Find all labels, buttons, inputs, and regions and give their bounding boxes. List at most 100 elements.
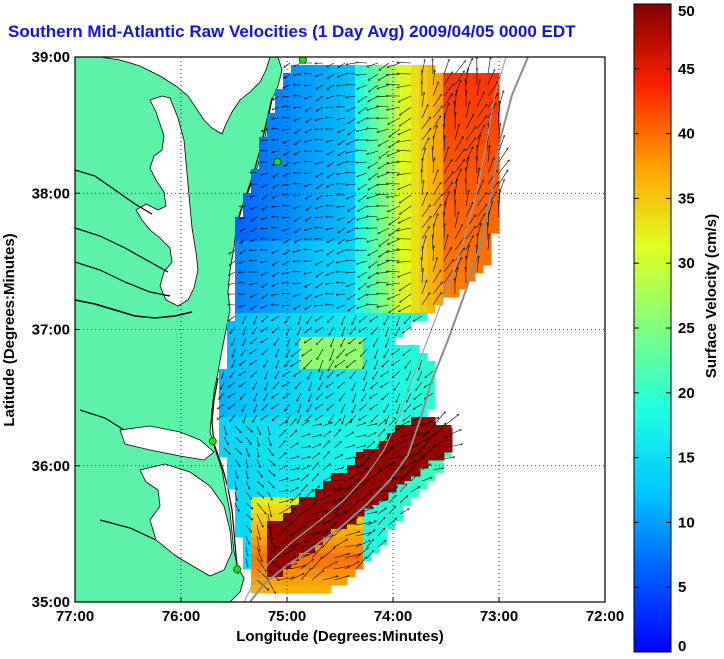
velocity-arrow bbox=[234, 502, 239, 511]
velocity-arrow bbox=[245, 458, 248, 468]
velocity-cell bbox=[243, 361, 252, 370]
velocity-arrow bbox=[261, 216, 269, 220]
velocity-cell bbox=[291, 161, 300, 170]
velocity-cell bbox=[291, 81, 300, 90]
velocity-cell bbox=[227, 393, 236, 402]
velocity-cell bbox=[459, 273, 468, 282]
velocity-arrow bbox=[369, 172, 379, 180]
velocity-cell bbox=[315, 417, 324, 426]
velocity-cell bbox=[347, 129, 356, 138]
velocity-cell bbox=[396, 476, 405, 485]
velocity-arrow bbox=[387, 106, 401, 110]
velocity-arrow bbox=[305, 414, 313, 421]
velocity-cell bbox=[363, 505, 372, 514]
velocity-arrow bbox=[276, 359, 280, 368]
velocity-arrow bbox=[305, 183, 313, 186]
velocity-arrow bbox=[220, 381, 225, 389]
velocity-arrow bbox=[361, 348, 368, 356]
velocity-arrow bbox=[289, 479, 299, 482]
velocity-cell bbox=[403, 217, 412, 226]
velocity-arrow bbox=[454, 267, 458, 284]
velocity-cell bbox=[403, 129, 412, 138]
velocity-cell bbox=[371, 169, 380, 178]
velocity-arrow bbox=[377, 84, 390, 89]
velocity-cell bbox=[347, 97, 356, 106]
velocity-cell bbox=[451, 177, 460, 186]
velocity-arrow bbox=[377, 282, 390, 283]
velocity-cell bbox=[347, 521, 356, 530]
velocity-cell bbox=[371, 385, 380, 394]
velocity-arrow bbox=[338, 227, 346, 233]
radar-site-marker bbox=[208, 437, 217, 446]
velocity-arrow bbox=[397, 315, 401, 326]
velocity-cell bbox=[331, 145, 340, 154]
velocity-cell bbox=[323, 401, 332, 410]
velocity-arrow bbox=[337, 348, 346, 358]
velocity-arrow bbox=[311, 529, 329, 537]
velocity-arrow bbox=[432, 412, 445, 427]
velocity-arrow bbox=[337, 216, 346, 220]
velocity-arrow bbox=[454, 257, 462, 273]
velocity-cell bbox=[379, 393, 388, 402]
velocity-arrow bbox=[315, 293, 324, 297]
velocity-cell bbox=[291, 345, 300, 354]
velocity-cell bbox=[299, 409, 308, 418]
velocity-arrow bbox=[333, 539, 348, 548]
velocity-cell bbox=[363, 241, 372, 250]
velocity-cell bbox=[259, 585, 268, 594]
velocity-cell bbox=[251, 417, 260, 426]
velocity-cell bbox=[411, 89, 420, 98]
velocity-arrow bbox=[254, 392, 258, 401]
velocity-cell bbox=[379, 513, 388, 522]
velocity-cell bbox=[347, 409, 356, 418]
velocity-cell bbox=[291, 273, 300, 282]
velocity-arrow bbox=[410, 423, 429, 427]
velocity-arrow bbox=[388, 205, 401, 212]
velocity-cell bbox=[331, 161, 340, 170]
velocity-cell bbox=[372, 476, 381, 485]
velocity-arrow bbox=[256, 535, 260, 551]
velocity-cell bbox=[443, 289, 452, 298]
velocity-cell bbox=[467, 177, 476, 186]
velocity-cell bbox=[235, 289, 244, 298]
velocity-arrow bbox=[239, 260, 247, 263]
velocity-arrow bbox=[234, 458, 240, 467]
velocity-cell bbox=[251, 545, 260, 554]
velocity-arrow bbox=[405, 359, 412, 368]
velocity-cell bbox=[347, 529, 356, 538]
velocity-arrow bbox=[355, 533, 371, 537]
velocity-cell bbox=[259, 577, 268, 586]
velocity-cell bbox=[419, 105, 428, 114]
velocity-cell bbox=[371, 137, 380, 146]
velocity-cell bbox=[259, 297, 268, 306]
velocity-cell bbox=[372, 460, 381, 469]
velocity-arrow bbox=[413, 315, 423, 321]
velocity-cell bbox=[243, 457, 252, 466]
velocity-cell bbox=[419, 161, 428, 170]
velocity-arrow bbox=[398, 95, 412, 102]
colorbar-tick-label: 45 bbox=[678, 61, 695, 78]
velocity-cell bbox=[435, 81, 444, 90]
velocity-cell bbox=[259, 265, 268, 274]
velocity-cell bbox=[371, 201, 380, 210]
velocity-cell bbox=[259, 417, 268, 426]
velocity-arrow bbox=[370, 403, 379, 409]
velocity-cell bbox=[355, 241, 364, 250]
velocity-cell bbox=[419, 257, 428, 266]
velocity-arrow bbox=[344, 479, 359, 493]
velocity-arrow bbox=[454, 179, 457, 196]
velocity-arrow bbox=[315, 315, 324, 321]
velocity-cell bbox=[267, 201, 276, 210]
velocity-cell bbox=[355, 249, 364, 258]
velocity-cell bbox=[307, 497, 316, 506]
velocity-cell bbox=[331, 329, 340, 338]
velocity-cell bbox=[251, 473, 260, 482]
velocity-arrow bbox=[443, 270, 453, 284]
velocity-cell bbox=[243, 329, 252, 338]
velocity-arrow bbox=[267, 546, 279, 558]
colorbar-tick-label: 15 bbox=[678, 450, 695, 467]
velocity-cell bbox=[363, 409, 372, 418]
velocity-cell bbox=[299, 97, 308, 106]
velocity-cell bbox=[267, 489, 276, 498]
velocity-cell bbox=[339, 569, 348, 578]
